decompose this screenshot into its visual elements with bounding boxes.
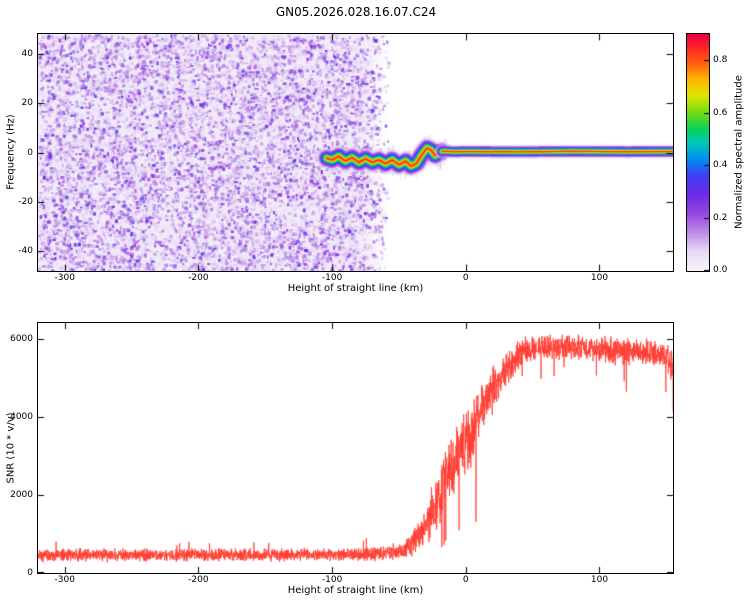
spectrogram-y-axis-label: Frequency (Hz) (5, 114, 17, 190)
spec-x-tick-label: -200 (188, 273, 209, 283)
snr-x-axis-label: Height of straight line (km) (287, 585, 424, 596)
spectrogram-x-axis-label: Height of straight line (km) (287, 283, 424, 294)
colorbar-tick-label: 0.6 (713, 107, 728, 118)
colorbar-tick-label: 0.0 (713, 265, 728, 275)
spectrogram-canvas (38, 34, 673, 271)
spec-y-tick-label: 40 (21, 48, 33, 59)
snr-y-tick-label: 4000 (10, 411, 33, 422)
colorbar (686, 33, 710, 272)
snr-x-tick-label: 100 (590, 575, 609, 585)
snr-y-tick-label: 0 (27, 568, 33, 578)
spec-y-tick-label: -40 (18, 246, 33, 257)
snr-x-tick-label: 0 (462, 575, 469, 585)
snr-x-tick-label: -300 (54, 575, 75, 585)
colorbar-tick-label: 0.8 (713, 55, 728, 66)
spec-y-tick-label: 20 (21, 98, 33, 109)
figure-title: GN05.2026.028.16.07.C24 (275, 5, 437, 19)
spec-x-tick-label: 100 (590, 273, 609, 283)
colorbar-tick-label: 0.4 (713, 160, 728, 171)
snr-y-tick-label: 2000 (10, 489, 33, 500)
spec-y-tick-label: 0 (27, 147, 33, 158)
spec-x-tick-label: 0 (462, 273, 469, 283)
colorbar-canvas (687, 34, 709, 271)
spec-x-tick-label: -300 (54, 273, 75, 283)
snr-canvas (38, 323, 673, 573)
snr-plot (37, 322, 674, 574)
snr-x-tick-label: -100 (321, 575, 343, 585)
spec-y-tick-label: -20 (18, 196, 33, 207)
spectrogram-plot (37, 33, 674, 272)
snr-x-tick-label: -200 (188, 575, 209, 585)
spec-x-tick-label: -100 (321, 273, 343, 283)
snr-y-axis-label: SNR (10 * v/v) (5, 412, 17, 484)
snr-y-tick-label: 6000 (10, 333, 33, 344)
colorbar-tick-label: 0.2 (713, 212, 728, 223)
colorbar-label: Normalized spectral amplitude (733, 75, 745, 229)
